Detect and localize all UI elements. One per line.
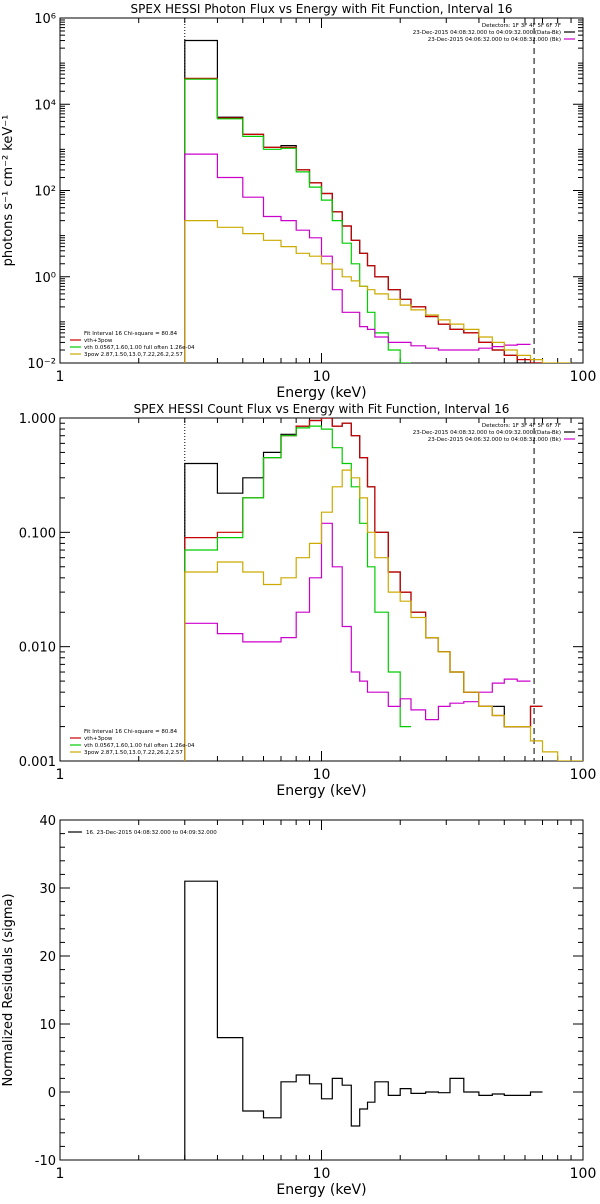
series-4-histogram	[184, 522, 531, 761]
x-tick-label: 10	[313, 1166, 331, 1182]
legend-bottomleft-text: Fit Interval 16 Chi-square = 80.84	[84, 729, 178, 735]
chart-title: SPEX HESSI Photon Flux vs Energy with Fi…	[131, 2, 513, 16]
x-tick-label: 1	[56, 369, 65, 385]
y-tick-label: 0.100	[19, 526, 56, 541]
x-tick-label: 100	[570, 369, 597, 385]
x-tick-label: 1	[56, 1166, 65, 1182]
plot-frame	[59, 819, 584, 1161]
chart-panel-2: SPEX HESSI Count Flux vs Energy with Fit…	[19, 402, 597, 799]
series-2-histogram	[184, 77, 543, 363]
legend-topright-text: 23-Dec-2015 04:06:32.000 to 04:08:32.000…	[428, 37, 561, 43]
x-axis-label: Energy (keV)	[276, 1182, 366, 1198]
series-group	[184, 39, 571, 363]
y-tick-label: 10⁶	[34, 12, 56, 27]
y-tick-label: 1.000	[19, 412, 56, 427]
series-2-histogram	[184, 418, 543, 761]
legend-bottomleft-text: vth+3pow	[84, 338, 113, 344]
y-axis-label: Normalized Residuals (sigma)	[1, 893, 16, 1086]
y-tick-label: 10²	[34, 185, 56, 200]
y-tick-label: 40	[39, 814, 56, 829]
legend-bottomleft-text: 3pow 2.87,1.50,13.0,7.22,26.2,2.57	[84, 750, 183, 756]
legend-bottomleft-text: Fit Interval 16 Chi-square = 80.84	[84, 331, 178, 337]
y-tick-label: 10	[39, 1018, 56, 1033]
series-3-histogram	[184, 78, 411, 363]
chart-panel-1: SPEX HESSI Photon Flux vs Energy with Fi…	[1, 2, 596, 401]
y-tick-label: 20	[39, 950, 56, 965]
x-axis-label: Energy (keV)	[276, 783, 366, 799]
y-tick-label: 10⁴	[34, 98, 56, 113]
y-axis-label: photons s⁻¹ cm⁻² keV⁻¹	[1, 115, 16, 267]
legend-bottomleft-text: vth 0.0567,1.60,1.00 full often 1.26e-04	[84, 743, 195, 749]
series-5-histogram	[184, 469, 583, 761]
legend-topright-text: Detectors: 1F 3F 4F 5F 6F 7F	[482, 23, 561, 29]
series-group	[184, 880, 543, 1160]
y-tick-label: 0.010	[19, 641, 56, 656]
x-tick-label: 100	[570, 767, 597, 783]
legend-bottomleft-text: vth+3pow	[84, 736, 113, 742]
x-tick-label: 100	[570, 1166, 597, 1182]
y-tick-label: 0	[48, 1086, 56, 1101]
chart-title: SPEX HESSI Count Flux vs Energy with Fit…	[134, 402, 510, 416]
series-1-histogram	[184, 39, 543, 363]
legend-topleft-text: 16. 23-Dec-2015 04:08:32.000 to 04:09:32…	[86, 830, 217, 836]
x-tick-label: 10	[313, 369, 331, 385]
y-tick-label: 0.001	[19, 755, 56, 770]
x-axis-label: Energy (keV)	[276, 385, 366, 401]
series-1-histogram	[184, 880, 543, 1160]
legend-bottomleft-text: vth 0.0567,1.60,1.00 full often 1.26e-04	[84, 345, 195, 351]
series-group	[184, 418, 583, 761]
y-tick-label: 10⁻²	[27, 357, 56, 372]
legend-bottomleft-text: 3pow 2.87,1.50,13.0,7.22,26.2,2.57	[84, 352, 183, 358]
series-4-histogram	[184, 153, 531, 363]
legend-topright-text: 23-Dec-2015 04:08:32.000 to 04:09:32.000…	[413, 30, 561, 36]
chart-panel-3: 1 10 100 Energy (keV) -10 0 10 20 30 40 Normalized…	[1, 814, 596, 1198]
series-3-histogram	[184, 425, 411, 761]
legend-topright-text: 23-Dec-2015 04:08:32.000 to 04:09:32.000…	[413, 430, 561, 436]
legend-topright-text: Detectors: 1F 3F 4F 5F 6F 7F	[482, 423, 561, 429]
y-tick-label: 10⁰	[34, 271, 56, 286]
legend-topright-text: 23-Dec-2015 04:06:32.000 to 04:08:32.000…	[428, 437, 561, 443]
series-1-histogram	[184, 418, 543, 761]
y-tick-label: -10	[35, 1154, 56, 1169]
x-tick-label: 10	[313, 767, 331, 783]
x-tick-label: 1	[56, 767, 65, 783]
y-tick-label: 30	[39, 882, 56, 897]
series-5-histogram	[184, 220, 571, 363]
